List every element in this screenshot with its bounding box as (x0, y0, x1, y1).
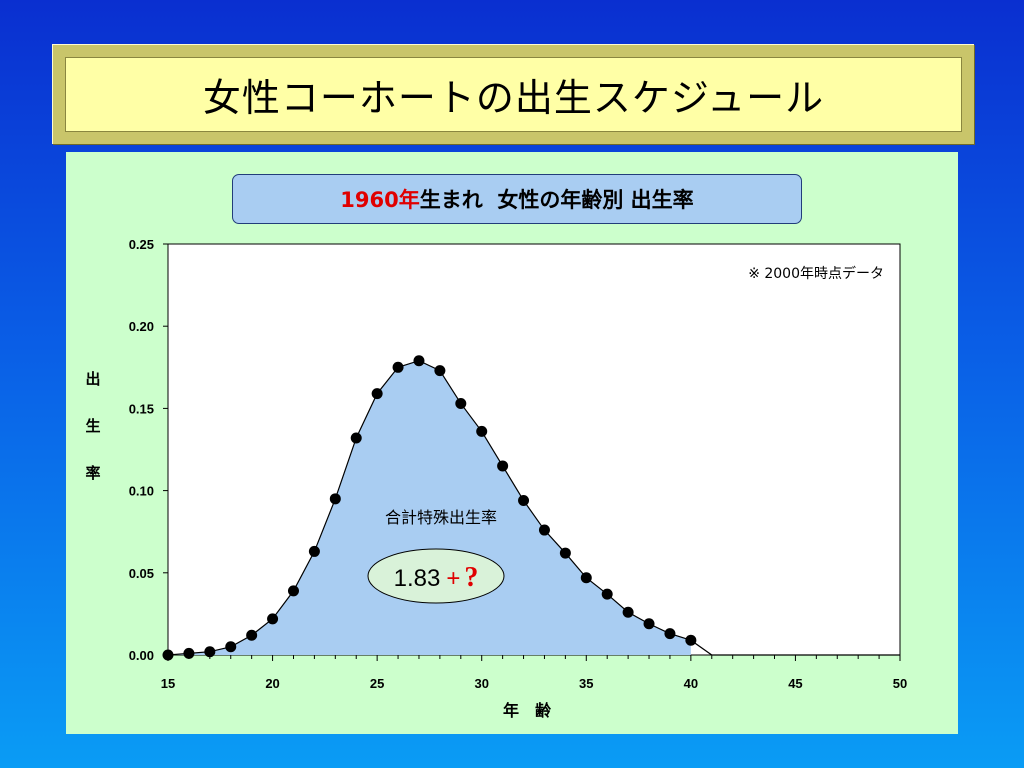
chart-title-highlight: 1960年 (340, 188, 420, 212)
x-tick-label: 25 (370, 676, 384, 691)
x-tick-label: 20 (265, 676, 279, 691)
x-tick-label: 50 (893, 676, 907, 691)
data-point (622, 606, 634, 618)
annotation-ellipse (367, 548, 505, 604)
y-tick-label: 0.10 (129, 484, 154, 499)
data-point (643, 618, 655, 630)
data-point (664, 628, 676, 640)
y-axis-label-char: 出 (85, 370, 100, 388)
x-tick-label: 35 (579, 676, 593, 691)
data-point (413, 355, 425, 367)
chart-note: ※ 2000年時点データ (748, 265, 884, 282)
chart-title-box: 1960年 生まれ 女性の年齢別 出生率 (232, 174, 802, 224)
slide-title: 女性コーホートの出生スケジュール (202, 76, 825, 120)
data-point (455, 397, 467, 409)
data-point (601, 588, 613, 600)
data-point (183, 647, 195, 659)
x-tick-label: 15 (161, 676, 175, 691)
chart-title-rest: 生まれ 女性の年齢別 出生率 (419, 188, 694, 212)
annotation-question: ? (464, 562, 478, 593)
annotation-plus: + (446, 565, 460, 592)
y-axis-label-char: 率 (85, 464, 100, 482)
data-point (392, 361, 404, 373)
x-axis-label: 年 齢 (503, 701, 552, 720)
x-tick-label: 45 (788, 676, 802, 691)
x-tick-label: 40 (684, 676, 698, 691)
data-point (225, 641, 237, 653)
data-point (246, 629, 258, 641)
y-tick-label: 0.15 (129, 401, 154, 416)
data-point (204, 646, 216, 658)
data-point (559, 547, 571, 559)
data-point (518, 494, 530, 506)
annotation-value-line: 1.83 +? (394, 562, 479, 593)
y-axis-label-char: 生 (85, 417, 100, 435)
data-point (580, 572, 592, 584)
y-tick-label: 0.25 (129, 237, 154, 252)
data-point (476, 425, 488, 437)
data-point (287, 585, 299, 597)
y-tick-label: 0.20 (129, 319, 154, 334)
y-tick-label: 0.05 (129, 566, 154, 581)
slide-title-frame: 女性コーホートの出生スケジュール (52, 44, 974, 144)
x-tick-label: 30 (474, 676, 488, 691)
y-tick-label: 0.00 (129, 648, 154, 663)
data-point (685, 634, 697, 646)
data-point (434, 365, 446, 377)
data-point (497, 460, 509, 472)
data-point (329, 493, 341, 505)
y-axis-label: 出生率 (85, 370, 100, 482)
slide-title-box: 女性コーホートの出生スケジュール (65, 57, 962, 132)
data-point (308, 545, 320, 557)
data-point (350, 432, 362, 444)
data-point (538, 524, 550, 536)
annotation-label: 合計特殊出生率 (385, 508, 497, 527)
data-point (267, 613, 279, 625)
annotation-value: 1.83 (394, 565, 441, 592)
data-point (371, 388, 383, 400)
